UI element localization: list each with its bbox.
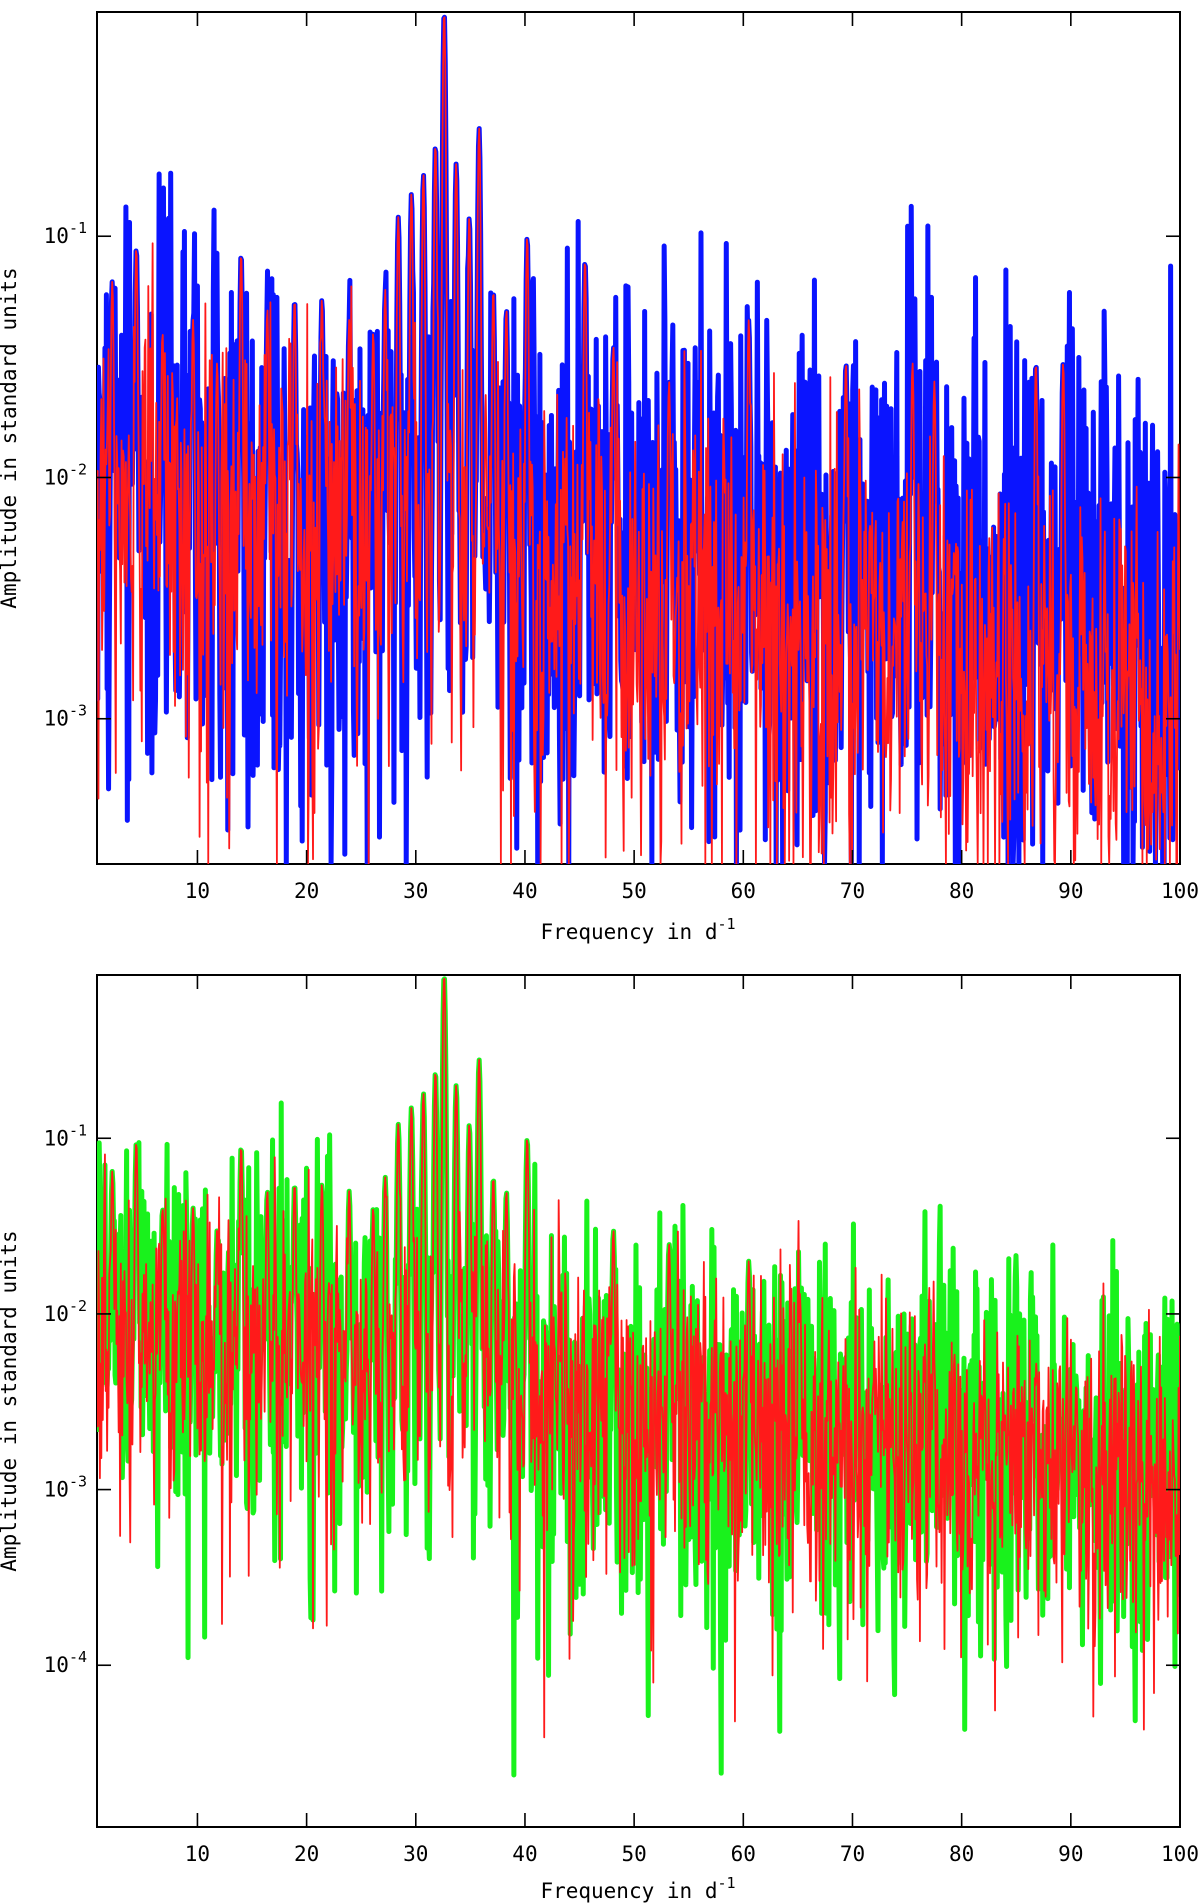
top-series-red-spectrum xyxy=(97,16,1180,864)
bottom-ticks-layer: 10 20 30 40 50 60 70 80 90 100 10-1 10-2 10-3 10-4 xyxy=(44,975,1199,1866)
bottom-x-tick-label: 70 xyxy=(840,1842,865,1866)
top-y-tick-label: 10-1 xyxy=(44,219,87,248)
bottom-x-tick-label: 100 xyxy=(1161,1842,1199,1866)
top-x-tick-label: 60 xyxy=(731,879,756,903)
top-y-axis-label: Amplitude in standard units xyxy=(0,267,21,608)
top-ticks-layer: 10 20 30 40 50 60 70 80 90 100 10-1 10-2 10-3 xyxy=(44,12,1199,903)
bottom-series-layer xyxy=(97,976,1180,1778)
top-x-tick-label: 70 xyxy=(840,879,865,903)
top-x-tick-label: 90 xyxy=(1058,879,1083,903)
top-series-layer xyxy=(97,14,1180,864)
bottom-y-tick-label: 10-3 xyxy=(44,1473,87,1502)
bottom-x-tick-label: 10 xyxy=(185,1842,210,1866)
top-x-tick-label: 50 xyxy=(621,879,646,903)
top-x-axis-label: Frequency in d-1 xyxy=(540,915,735,944)
bottom-x-tick-label: 90 xyxy=(1058,1842,1083,1866)
bottom-y-axis-label: Amplitude in standard units xyxy=(0,1230,21,1571)
bottom-x-tick-label: 40 xyxy=(512,1842,537,1866)
bottom-spectrum-panel: 10 20 30 40 50 60 70 80 90 100 10-1 10-2 10-3 10-4 Fr… xyxy=(0,974,1199,1903)
bottom-x-tick-label: 50 xyxy=(621,1842,646,1866)
bottom-y-tick-label: 10-4 xyxy=(44,1648,87,1677)
top-x-tick-label: 10 xyxy=(185,879,210,903)
top-x-tick-label: 40 xyxy=(512,879,537,903)
bottom-x-tick-label: 30 xyxy=(403,1842,428,1866)
bottom-x-axis-label: Frequency in d-1 xyxy=(540,1874,735,1903)
bottom-y-tick-label: 10-2 xyxy=(44,1297,87,1326)
top-x-tick-label: 100 xyxy=(1161,879,1199,903)
top-x-tick-label: 80 xyxy=(949,879,974,903)
bottom-y-tick-label: 10-1 xyxy=(44,1121,87,1150)
bottom-x-tick-label: 80 xyxy=(949,1842,974,1866)
top-x-tick-label: 30 xyxy=(403,879,428,903)
bottom-x-tick-label: 20 xyxy=(294,1842,319,1866)
top-y-tick-label: 10-3 xyxy=(44,702,87,731)
top-y-tick-label: 10-2 xyxy=(44,460,87,489)
top-x-tick-label: 20 xyxy=(294,879,319,903)
top-spectrum-panel: 10 20 30 40 50 60 70 80 90 100 10-1 10-2 10-3 Freque… xyxy=(0,11,1199,944)
bottom-x-tick-label: 60 xyxy=(731,1842,756,1866)
bottom-series-red-spectrum xyxy=(97,977,1180,1739)
